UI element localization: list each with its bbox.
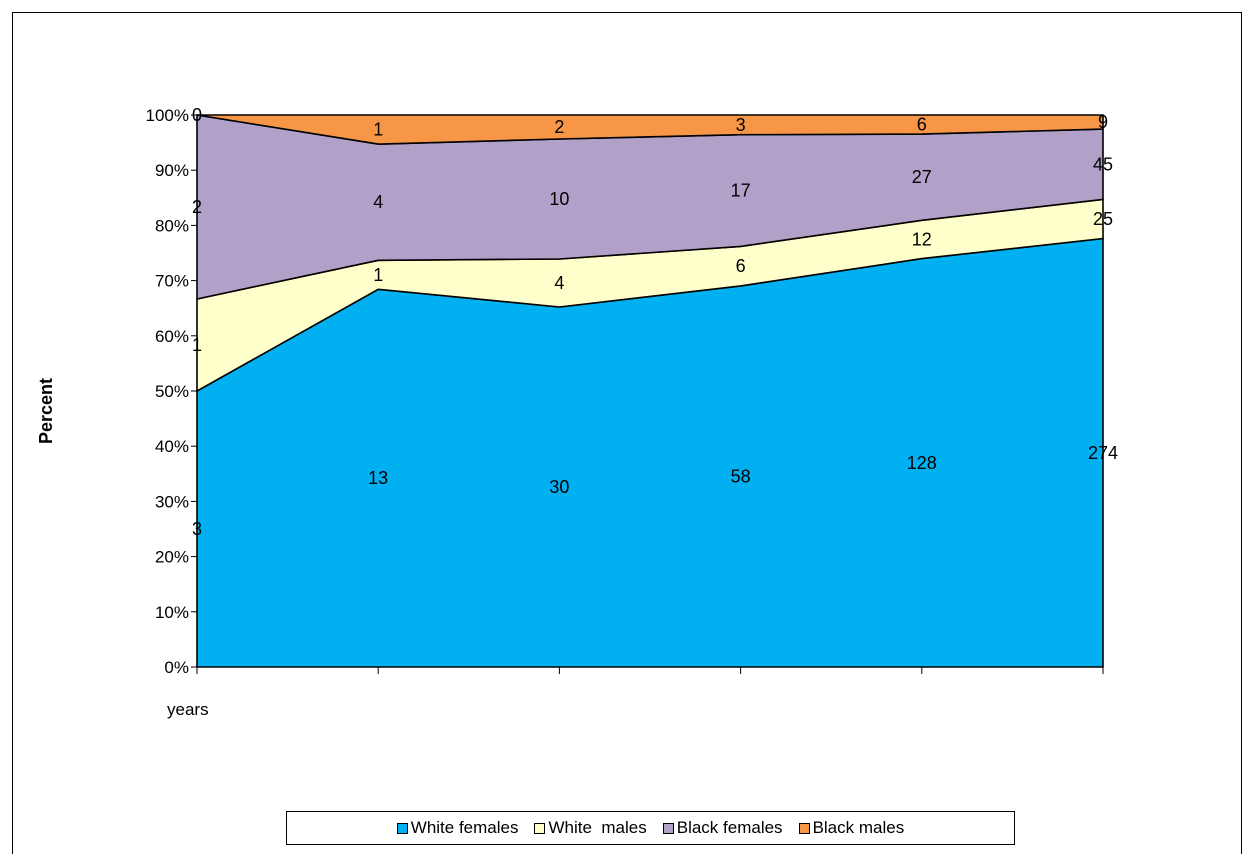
legend-label: White males [548, 818, 647, 837]
data-label-black-females: 45 [1093, 154, 1113, 174]
legend-swatch [396, 822, 408, 834]
y-tick-label: 50% [155, 382, 189, 401]
y-tick-label: 40% [155, 437, 189, 456]
data-label-white-females: 13 [368, 468, 388, 488]
chart-frame [12, 12, 1242, 854]
y-tick-label: 80% [155, 216, 189, 235]
y-tick-label: 30% [155, 492, 189, 511]
data-label-white-males: 6 [736, 256, 746, 276]
data-label-black-females: 17 [731, 181, 751, 201]
data-label-white-males: 1 [192, 335, 202, 355]
data-label-white-females: 274 [1088, 443, 1118, 463]
legend-label: Black males [812, 818, 905, 837]
legend-item-black-females: Black females [662, 818, 783, 838]
legend-label: Black females [676, 818, 783, 837]
y-tick-label: 70% [155, 272, 189, 291]
area-black-males [196, 114, 1104, 145]
legend-item-black-males: Black males [798, 818, 905, 838]
data-label-white-females: 30 [549, 477, 569, 497]
data-label-black-males: 6 [917, 115, 927, 135]
x-category-label: years [167, 700, 209, 719]
data-label-black-females: 4 [373, 192, 383, 212]
data-label-white-males: 4 [554, 273, 564, 293]
legend: White females White males Black females Bla… [286, 811, 1015, 845]
data-label-black-males: 3 [736, 115, 746, 135]
data-label-white-females: 3 [192, 519, 202, 539]
y-tick-label: 90% [155, 161, 189, 180]
legend-item-white-males: White males [534, 818, 647, 838]
y-tick-label: 0% [164, 658, 189, 677]
y-tick-label: 20% [155, 548, 189, 567]
legend-item-white-females: White females [396, 818, 519, 838]
data-label-black-females: 27 [912, 167, 932, 187]
y-tick-label: 60% [155, 327, 189, 346]
data-label-black-females: 2 [192, 197, 202, 217]
data-label-black-males: 1 [373, 120, 383, 140]
data-label-white-males: 1 [373, 265, 383, 285]
legend-swatch [798, 822, 810, 834]
data-label-black-males: 2 [554, 117, 564, 137]
y-axis-title: Percent [36, 378, 56, 444]
y-tick-label: 10% [155, 603, 189, 622]
data-label-black-females: 10 [549, 189, 569, 209]
legend-swatch [534, 822, 546, 834]
legend-label: White females [410, 818, 519, 837]
data-label-white-males: 12 [912, 229, 932, 249]
y-tick-label: 100% [146, 106, 189, 125]
data-label-black-males: 0 [192, 105, 202, 125]
legend-swatch [662, 822, 674, 834]
data-label-black-males: 9 [1098, 112, 1108, 132]
data-label-white-females: 58 [731, 466, 751, 486]
data-label-white-males: 25 [1093, 209, 1113, 229]
data-label-white-females: 128 [907, 453, 937, 473]
